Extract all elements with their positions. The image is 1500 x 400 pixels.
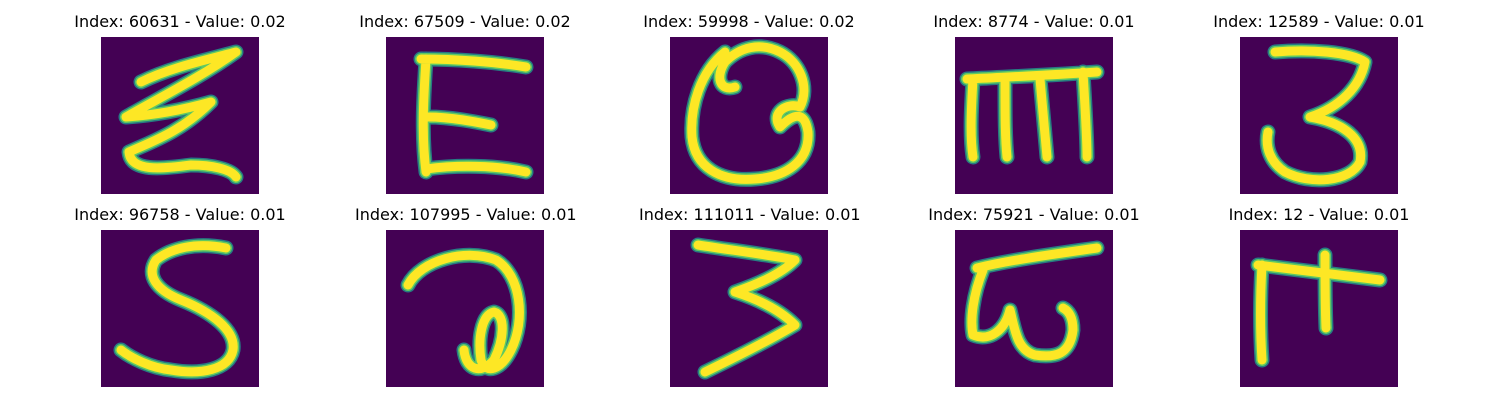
handwritten-glyph-image <box>386 37 544 194</box>
panel-index: 75921 <box>982 205 1034 224</box>
sample-panel: Index: 111011 - Value: 0.01 <box>639 205 861 395</box>
sample-panel: Index: 96758 - Value: 0.01 <box>70 205 290 395</box>
panel-title: Index: 12589 - Value: 0.01 <box>1213 12 1425 31</box>
handwritten-glyph-image <box>101 230 259 387</box>
panel-title: Index: 8774 - Value: 0.01 <box>933 12 1135 31</box>
panel-value: 0.01 <box>1389 12 1425 31</box>
panel-index: 12589 <box>1267 12 1319 31</box>
sample-panel: Index: 8774 - Value: 0.01 <box>924 12 1144 202</box>
handwritten-glyph-image <box>955 37 1113 194</box>
sample-panel: Index: 12589 - Value: 0.01 <box>1209 12 1429 202</box>
panel-index: 96758 <box>128 205 180 224</box>
panel-value: 0.01 <box>1098 12 1135 31</box>
panel-index: 12 <box>1283 205 1304 224</box>
panel-value: 0.01 <box>250 205 286 224</box>
sample-panel: Index: 59998 - Value: 0.02 <box>639 12 859 202</box>
panel-value: 0.02 <box>250 12 286 31</box>
panel-value: 0.01 <box>1104 205 1140 224</box>
panel-title: Index: 111011 - Value: 0.01 <box>639 205 861 224</box>
panel-index: 60631 <box>128 12 180 31</box>
sample-panel: Index: 107995 - Value: 0.01 <box>355 205 577 395</box>
panel-title: Index: 96758 - Value: 0.01 <box>74 205 286 224</box>
panel-index: 67509 <box>413 12 465 31</box>
sample-panel: Index: 67509 - Value: 0.02 <box>355 12 575 202</box>
panel-index: 59998 <box>697 12 749 31</box>
panel-value: 0.01 <box>824 205 861 224</box>
handwritten-glyph-image <box>1240 37 1398 194</box>
panel-index: 111011 <box>693 205 755 224</box>
panel-title: Index: 12 - Value: 0.01 <box>1228 205 1410 224</box>
panel-index: 107995 <box>409 205 471 224</box>
handwritten-glyph-image <box>955 230 1113 387</box>
panel-value: 0.01 <box>540 205 577 224</box>
handwritten-glyph-image <box>670 230 828 387</box>
panel-title: Index: 67509 - Value: 0.02 <box>359 12 571 31</box>
panel-value: 0.01 <box>1373 205 1410 224</box>
sample-panel: Index: 12 - Value: 0.01 <box>1209 205 1429 395</box>
sample-panel: Index: 75921 - Value: 0.01 <box>924 205 1144 395</box>
sample-panel: Index: 60631 - Value: 0.02 <box>70 12 290 202</box>
handwritten-glyph-image <box>1240 230 1398 387</box>
panel-value: 0.02 <box>819 12 855 31</box>
handwritten-glyph-image <box>670 37 828 194</box>
panel-title: Index: 107995 - Value: 0.01 <box>355 205 577 224</box>
handwritten-glyph-image <box>101 37 259 194</box>
panel-title: Index: 60631 - Value: 0.02 <box>74 12 286 31</box>
panel-index: 8774 <box>987 12 1029 31</box>
panel-title: Index: 59998 - Value: 0.02 <box>643 12 855 31</box>
panel-value: 0.02 <box>535 12 571 31</box>
panel-title: Index: 75921 - Value: 0.01 <box>928 205 1140 224</box>
handwritten-glyph-image <box>386 230 544 387</box>
